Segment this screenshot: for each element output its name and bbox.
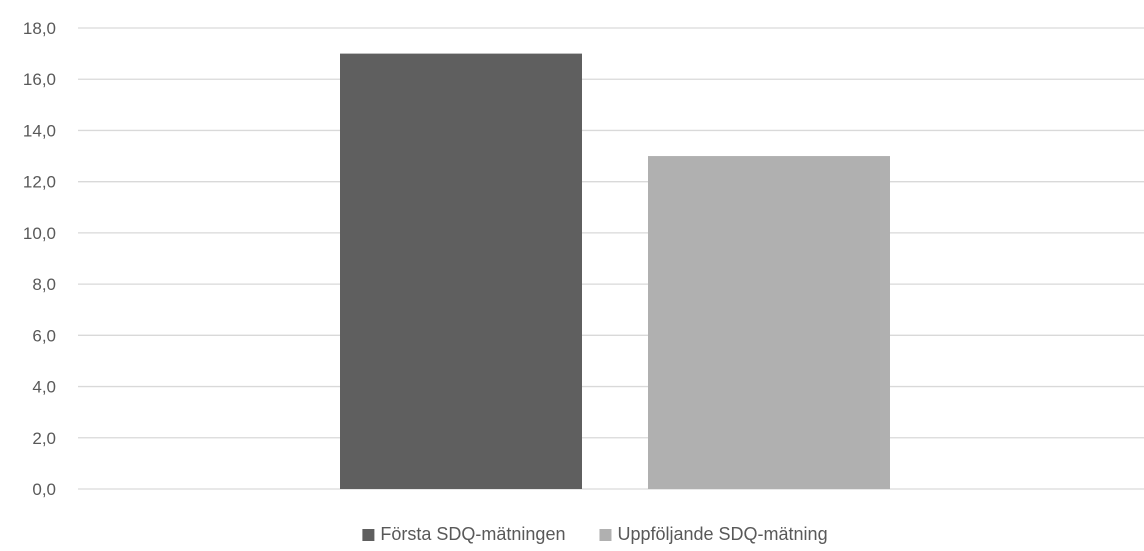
- legend-label: Uppföljande SDQ-mätning: [617, 524, 827, 544]
- y-tick-label: 2,0: [32, 429, 56, 448]
- bar-1: [340, 53, 582, 489]
- y-tick-label: 12,0: [23, 173, 56, 192]
- legend-swatch: [599, 529, 612, 541]
- legend-label: Första SDQ-mätningen: [380, 524, 565, 544]
- legend-item-2: Uppföljande SDQ-mätning: [599, 524, 828, 544]
- y-tick-label: 4,0: [32, 378, 56, 397]
- y-tick-label: 14,0: [23, 121, 56, 140]
- legend: Första SDQ-mätningen Uppföljande SDQ-mätn…: [362, 524, 828, 544]
- bars: [340, 53, 890, 490]
- y-tick-label: 8,0: [32, 275, 56, 294]
- legend-item-1: Första SDQ-mätningen: [362, 524, 565, 544]
- gridlines: [78, 27, 1144, 490]
- y-tick-label: 18,0: [23, 19, 56, 38]
- y-axis-tick-labels: 0,0 2,0 4,0 6,0 8,0 10,0 12,0 14,0 16,0 18,0: [23, 19, 56, 499]
- legend-swatch: [362, 529, 375, 541]
- y-tick-label: 0,0: [32, 480, 56, 499]
- bar-2: [648, 156, 890, 490]
- y-tick-label: 10,0: [23, 224, 56, 243]
- y-tick-label: 6,0: [32, 326, 56, 345]
- y-tick-label: 16,0: [23, 70, 56, 89]
